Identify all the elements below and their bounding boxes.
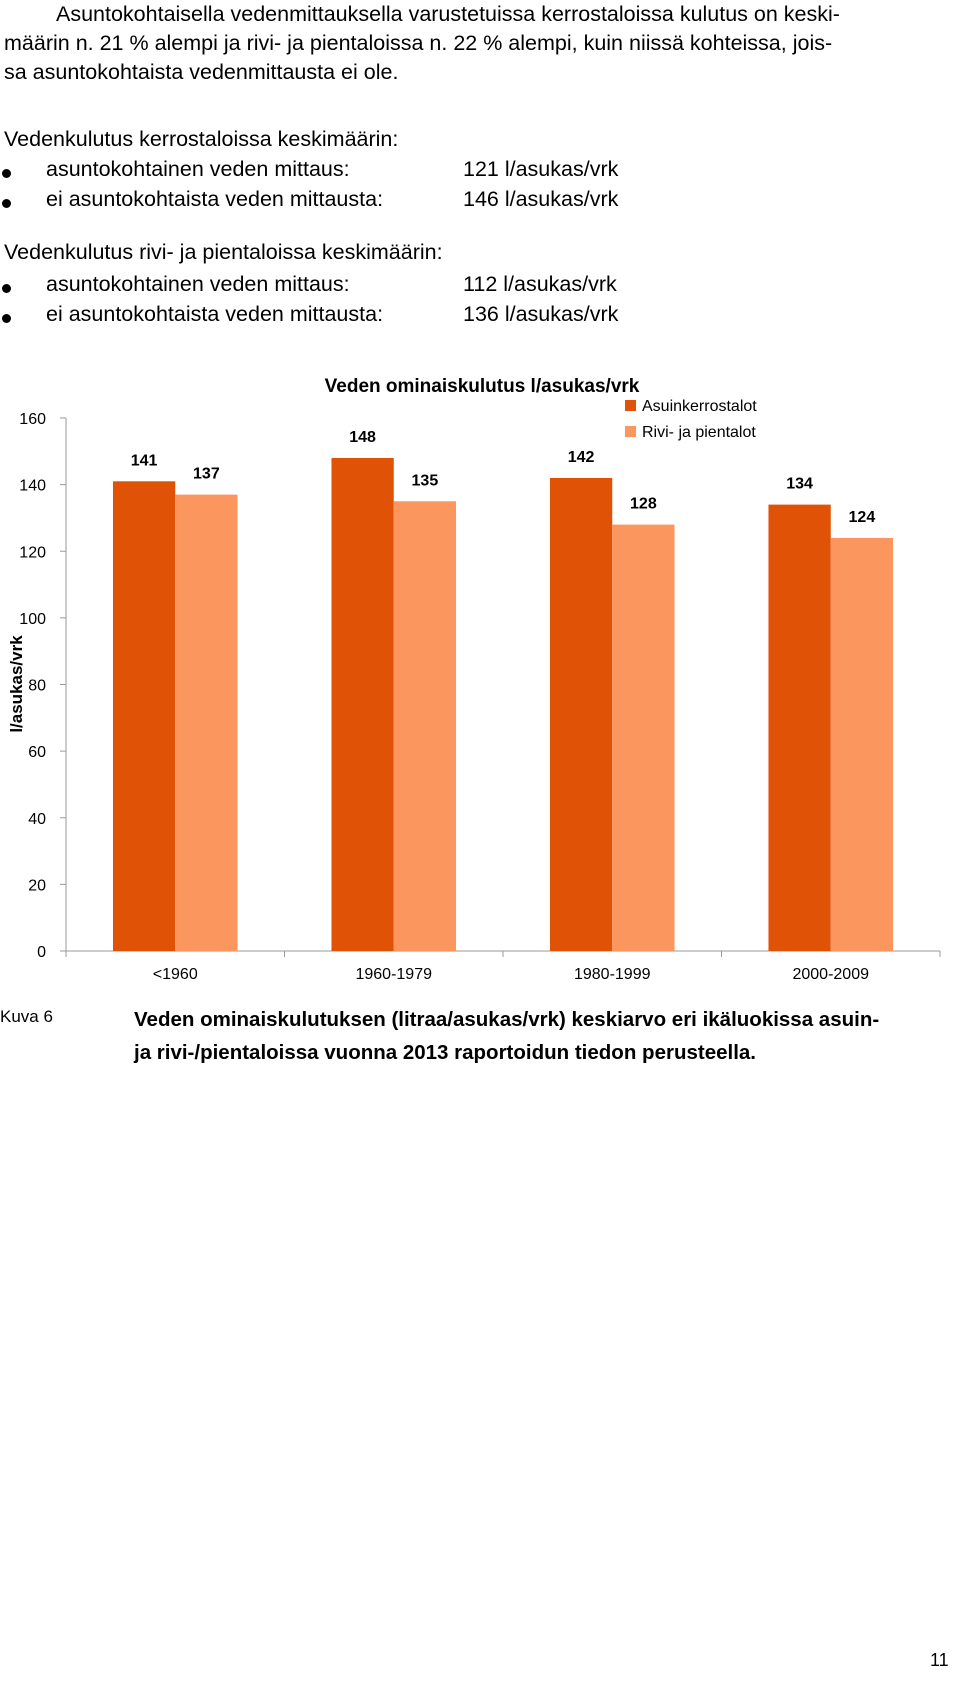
item-value: 146 l/asukas/vrk [463,187,619,211]
bullet-icon [2,169,11,178]
x-axis: <1960 1960-1979 1980-1999 2000-2009 [65,950,941,983]
item-label: ei asuntokohtaista veden mittausta: [46,187,384,211]
y-axis-label: l/asukas/vrk [7,635,26,733]
bullet-icon [2,314,11,323]
item-value: 136 l/asukas/vrk [463,302,619,326]
figure-caption: Veden ominaiskulutuksen (litraa/asukas/v… [134,1003,944,1069]
bullet-icon [2,284,11,293]
data-label: 141 [131,452,158,469]
legend-entry: Rivi- ja pientalot [642,424,756,441]
bars [112,457,894,951]
y-axis: 0 20 40 60 80 100 120 140 160 [19,411,67,961]
y-tick-label: 60 [28,744,46,761]
page-number: 11 [930,1650,949,1670]
block-title-apartment: Vedenkulutus kerrostaloissa keskimäärin: [4,127,399,151]
data-label: 142 [568,449,595,466]
data-label: 124 [849,509,876,526]
bullet-icon [2,199,11,208]
intro-line: Asuntokohtaisella vedenmittauksella varu… [56,2,840,26]
y-tick-label: 160 [19,411,46,428]
intro-paragraph: Asuntokohtaisella vedenmittauksella varu… [4,0,954,87]
caption-line: Veden ominaiskulutuksen (litraa/asukas/v… [134,1008,880,1031]
intro-line: sa asuntokohtaista vedenmittausta ei ole… [4,60,399,84]
item-label: ei asuntokohtaista veden mittausta: [46,302,384,326]
data-labels: 141 148 142 134 137 135 128 124 [131,429,876,526]
x-tick-label: <1960 [153,966,198,983]
x-tick-label: 1980-1999 [574,966,651,983]
y-tick-label: 120 [19,544,46,561]
x-tick-label: 2000-2009 [792,966,869,983]
bar-chart: Veden ominaiskulutus l/asukas/vrk l/asuk… [7,376,941,983]
caption-line: ja rivi-/pientaloissa vuonna 2013 raport… [134,1041,756,1064]
bar [549,477,613,951]
data-label: 148 [349,429,376,446]
y-tick-label: 0 [37,944,46,961]
bar [393,501,457,951]
y-tick-label: 40 [28,811,46,828]
intro-line: määrin n. 21 % alempi ja rivi- ja pienta… [4,31,833,55]
data-label: 137 [193,466,220,483]
y-tick-label: 20 [28,877,46,894]
chart-title: Veden ominaiskulutus l/asukas/vrk [325,376,640,397]
x-tick-label: 1960-1979 [355,966,432,983]
item-label: asuntokohtainen veden mittaus: [46,157,350,181]
item-value: 112 l/asukas/vrk [463,272,617,296]
bar [112,481,176,951]
figure-label: Kuva 6 [0,1007,53,1026]
bar [830,537,894,951]
item-value: 121 l/asukas/vrk [463,157,619,181]
item-label: asuntokohtainen veden mittaus: [46,272,350,296]
bar [175,494,238,951]
data-label: 134 [786,476,813,493]
y-tick-label: 100 [19,611,46,628]
legend: Asuinkerrostalot Rivi- ja pientalot [625,398,757,441]
legend-swatch [625,426,636,437]
block-title-rowhouse: Vedenkulutus rivi- ja pientaloissa keski… [4,240,443,264]
bar [612,524,675,951]
legend-swatch [625,400,636,411]
data-label: 135 [412,472,439,489]
bar [331,457,394,951]
y-tick-label: 80 [28,678,46,695]
legend-entry: Asuinkerrostalot [642,398,757,415]
bar [768,504,831,951]
data-label: 128 [630,496,657,513]
y-tick-label: 140 [19,478,46,495]
